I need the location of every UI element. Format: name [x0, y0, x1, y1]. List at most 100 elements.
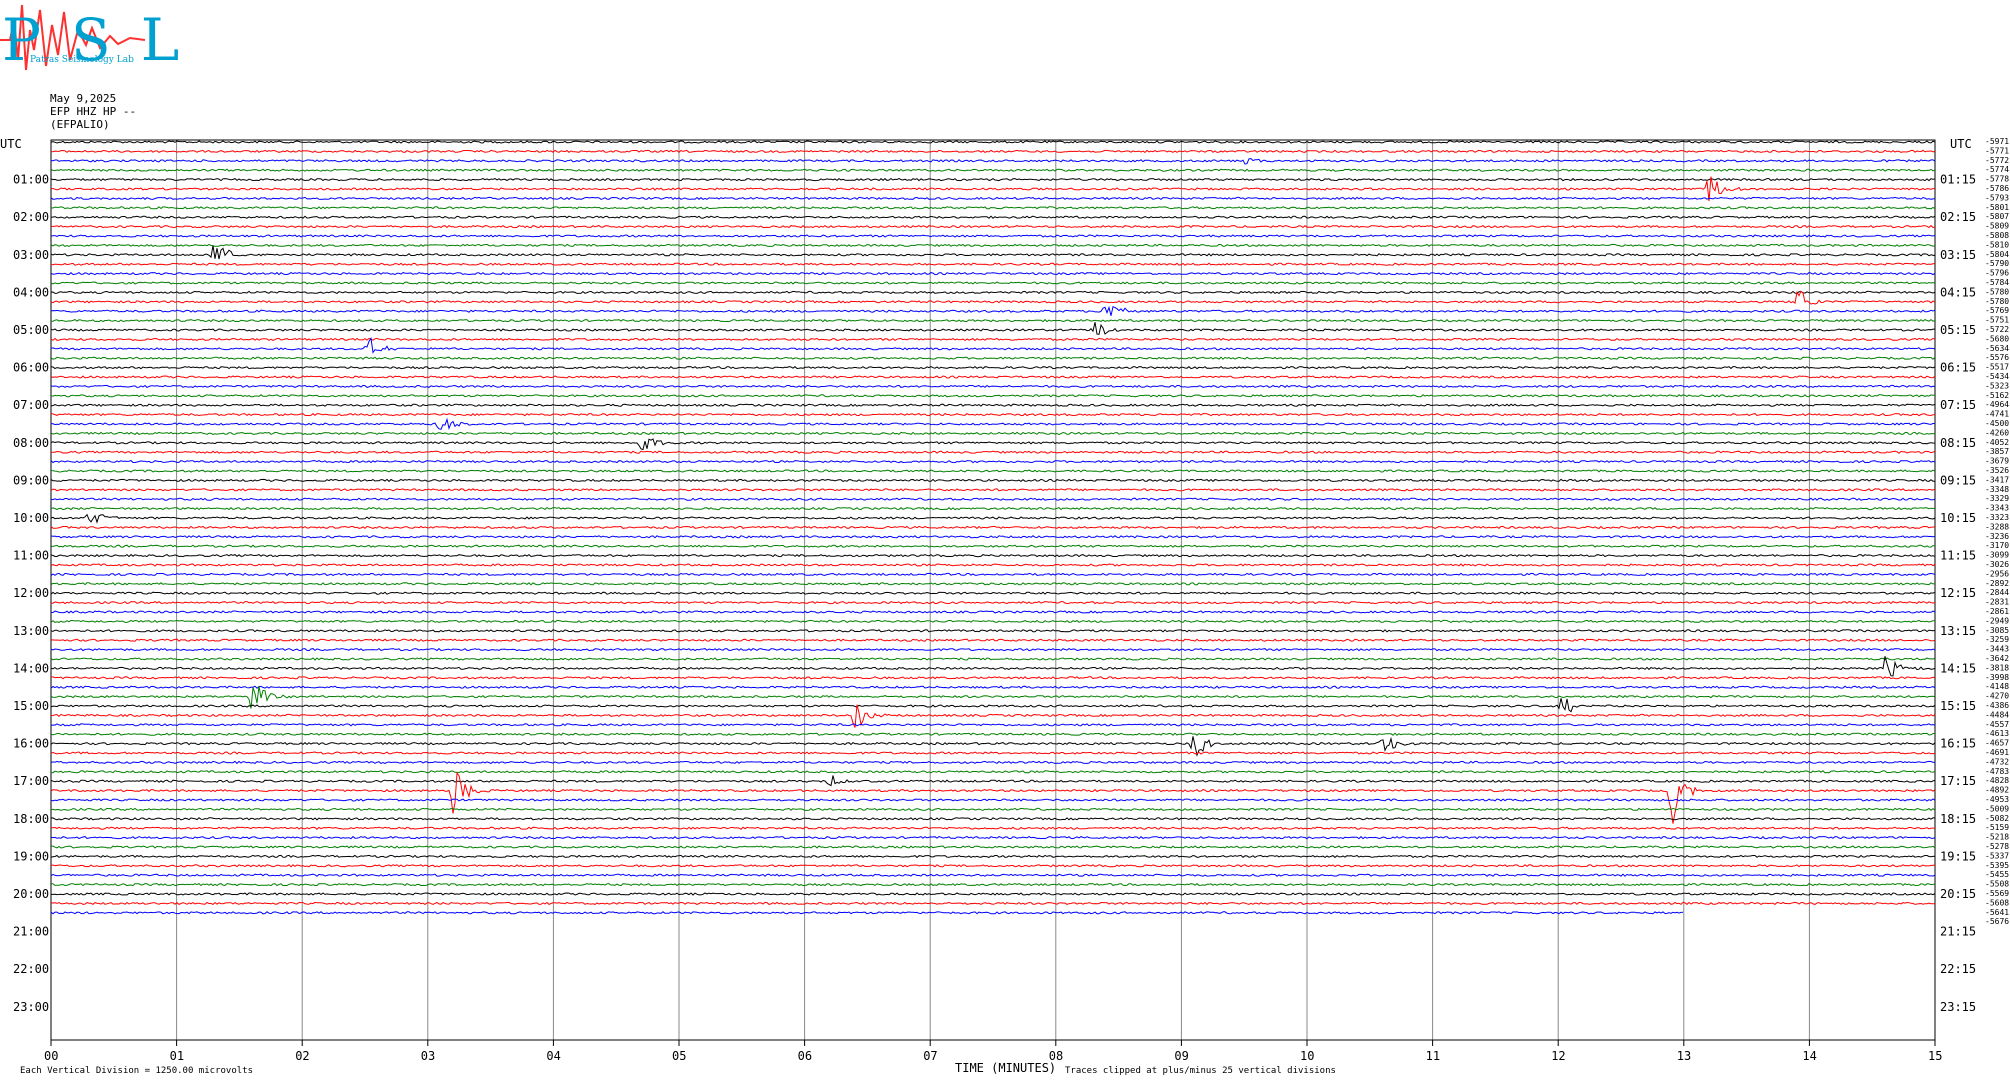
right-hour-label: 16:15 [1940, 737, 1976, 751]
psl-logo: PSL Patras Seismology Lab [0, 4, 200, 74]
right-utc-title: UTC [1950, 137, 1972, 151]
logo-text: PSL [2, 6, 200, 74]
trace-offset-label: -3259 [1985, 635, 2009, 644]
trace-offset-label: -4500 [1985, 419, 2009, 428]
seismic-trace [50, 196, 1936, 201]
right-hour-label: 13:15 [1940, 624, 1976, 638]
left-hour-label: 20:00 [13, 887, 49, 901]
seismic-trace [50, 176, 1936, 202]
seismic-trace [50, 413, 1936, 417]
right-hour-label: 02:15 [1940, 210, 1976, 224]
trace-offset-label: -2892 [1985, 579, 2009, 588]
trace-offset-label: -5809 [1985, 222, 2009, 231]
header-channel: EFP HHZ HP -- [50, 105, 137, 118]
trace-offset-label: -5769 [1985, 306, 2009, 315]
seismic-trace [50, 770, 1936, 774]
seismic-trace [50, 271, 1936, 276]
seismic-trace [50, 864, 1936, 868]
trace-offset-label: -4892 [1985, 786, 2009, 795]
hour-labels: 01:00 02:00 03:00 04:00 05:00 06:00 07:00 08:00… [13, 173, 1976, 1014]
trace-offset-label: -3099 [1985, 551, 2009, 560]
header-station: (EFPALIO) [50, 118, 110, 131]
trace-offset-label: -5434 [1985, 372, 2009, 381]
seismic-trace [50, 911, 1684, 915]
x-tick-label: 15 [1928, 1049, 1942, 1063]
x-tick-label: 02 [295, 1049, 309, 1063]
seismic-trace [50, 882, 1936, 887]
trace-offset-label: -5641 [1985, 908, 2009, 917]
right-hour-label: 10:15 [1940, 511, 1976, 525]
seismic-trace [50, 337, 1936, 354]
right-hour-label: 05:15 [1940, 323, 1976, 337]
trace-offset-label: -5508 [1985, 880, 2009, 889]
seismic-trace [51, 450, 1936, 454]
trace-offset-label: -5971 [1985, 137, 2009, 146]
left-hour-label: 11:00 [13, 549, 49, 563]
trace-offset-label: -3857 [1985, 447, 2009, 456]
trace-offset-label: -5793 [1985, 193, 2009, 202]
seismic-trace [50, 488, 1936, 492]
trace-offset-label: -5337 [1985, 851, 2009, 860]
seismic-trace [50, 290, 1936, 295]
trace-offset-label: -5082 [1985, 814, 2009, 823]
left-hour-label: 23:00 [13, 1000, 49, 1014]
x-axis: 00 01 02 03 04 05 06 07 08 09 10 11 12 13 14 15 [44, 1040, 1942, 1063]
right-hour-label: 22:15 [1940, 962, 1976, 976]
seismic-trace [50, 158, 1936, 165]
trace-offset-label: -5680 [1985, 334, 2009, 343]
trace-offset-label: -5634 [1985, 344, 2009, 353]
left-hour-label: 02:00 [13, 210, 49, 224]
seismic-trace [50, 318, 1936, 323]
right-hour-label: 14:15 [1940, 661, 1976, 675]
right-hour-label: 17:15 [1940, 774, 1976, 788]
left-hour-label: 22:00 [13, 962, 49, 976]
trace-offset-label: -3818 [1985, 663, 2009, 672]
header-date: May 9,2025 [50, 92, 117, 105]
trace-offset-label: -5162 [1985, 391, 2009, 400]
trace-offset-label: -5808 [1985, 231, 2009, 240]
seismic-trace [50, 394, 1936, 398]
right-hour-label: 21:15 [1940, 925, 1976, 939]
seismic-trace [50, 638, 1936, 642]
trace-offset-label: -3348 [1985, 485, 2009, 494]
seismic-trace [50, 685, 1936, 689]
x-tick-label: 07 [923, 1049, 937, 1063]
seismic-trace [50, 417, 1936, 430]
seismic-trace [50, 384, 1936, 389]
seismic-trace [50, 177, 1936, 182]
logo-seismogram-icon [0, 4, 146, 71]
trace-offset-label: -3323 [1985, 513, 2009, 522]
trace-offset-label: -4052 [1985, 438, 2009, 447]
trace-offset-label: -2956 [1985, 569, 2009, 578]
x-tick-label: 12 [1551, 1049, 1565, 1063]
trace-offset-label: -5790 [1985, 259, 2009, 268]
trace-offset-label: -4386 [1985, 701, 2009, 710]
seismic-trace [50, 723, 1936, 727]
trace-offset-label: -3329 [1985, 494, 2009, 503]
trace-offset-label: -2831 [1985, 598, 2009, 607]
seismic-trace [50, 506, 1936, 511]
trace-offset-label: -5218 [1985, 833, 2009, 842]
trace-offset-label: -5810 [1985, 240, 2009, 249]
minute-grid [50, 139, 1936, 1041]
trace-offset-label: -5786 [1985, 184, 2009, 193]
seismic-trace [50, 290, 1936, 305]
seismic-trace [50, 168, 1936, 172]
seismic-trace [50, 438, 1936, 451]
seismic-trace [50, 629, 1936, 633]
seismic-trace [50, 243, 1936, 248]
left-hour-label: 03:00 [13, 248, 49, 262]
seismic-trace [50, 206, 1936, 210]
seismic-trace [50, 469, 1936, 473]
trace-offset-label: -5278 [1985, 842, 2009, 851]
trace-offset-label: -4732 [1985, 757, 2009, 766]
trace-offset-label: -5801 [1985, 203, 2009, 212]
seismic-trace [50, 619, 1935, 624]
left-hour-label: 18:00 [13, 812, 49, 826]
trace-offset-label: -5784 [1985, 278, 2009, 287]
seismic-trace [50, 149, 1936, 154]
seismic-trace [50, 600, 1936, 605]
seismic-trace [51, 892, 1936, 896]
seismic-trace [50, 657, 1936, 661]
seismic-trace [50, 835, 1936, 840]
